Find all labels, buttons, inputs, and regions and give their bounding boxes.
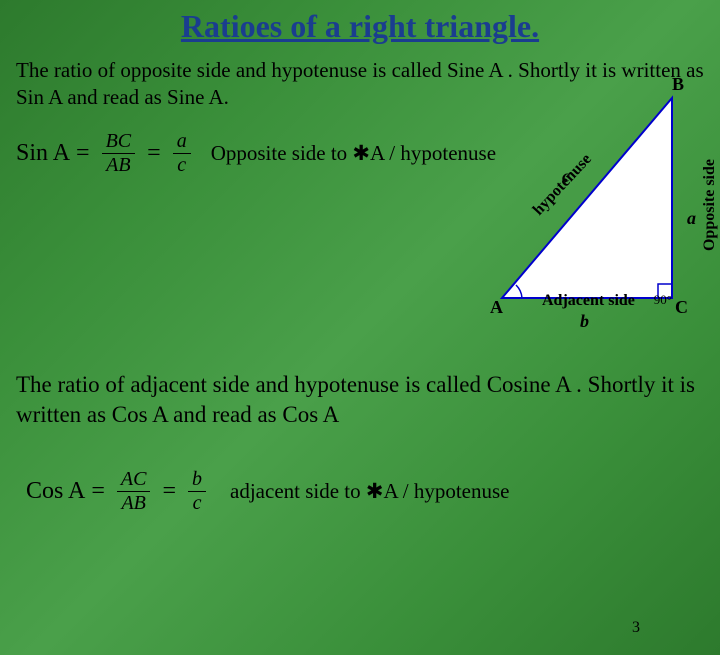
adjacent-side-label: Adjacent side bbox=[542, 292, 635, 310]
equals: = bbox=[147, 140, 161, 167]
cosine-frac2: b c bbox=[188, 468, 206, 515]
sine-formula-label: Opposite side to ✱A / hypotenuse bbox=[211, 141, 496, 166]
frac-num: a bbox=[173, 130, 191, 154]
cosine-formula-row: Cos A = AC AB = b c adjacent side to ✱A … bbox=[16, 468, 704, 515]
frac-den: c bbox=[173, 154, 190, 177]
frac-num: BC bbox=[102, 130, 136, 154]
frac-den: c bbox=[189, 492, 206, 515]
page-title: Ratioes of a right triangle. bbox=[0, 0, 720, 45]
page-number: 3 bbox=[632, 619, 640, 637]
sine-frac2: a c bbox=[173, 130, 191, 177]
angle-90: 90° bbox=[654, 292, 672, 308]
equals: = bbox=[91, 478, 105, 505]
frac-den: AB bbox=[102, 154, 134, 177]
sine-frac1: BC AB bbox=[102, 130, 136, 177]
triangle-svg bbox=[482, 78, 702, 328]
cosine-intro-text: The ratio of adjacent side and hypotenus… bbox=[16, 370, 704, 430]
frac-num: b bbox=[188, 468, 206, 492]
equals: = bbox=[162, 478, 176, 505]
sine-lhs: Sin A bbox=[16, 140, 70, 167]
frac-num: AC bbox=[117, 468, 151, 492]
triangle-diagram: B A C c a b 90° Opposite side hypotenuse… bbox=[482, 78, 702, 328]
frac-den: AB bbox=[117, 492, 149, 515]
vertex-b: B bbox=[672, 74, 684, 95]
sine-formula: Sin A = BC AB = a c bbox=[16, 130, 197, 177]
vertex-c: C bbox=[675, 297, 688, 318]
cosine-frac1: AC AB bbox=[117, 468, 151, 515]
vertex-a: A bbox=[490, 297, 503, 318]
opposite-side-label: Opposite side bbox=[701, 159, 719, 251]
side-a: a bbox=[687, 208, 696, 229]
cosine-formula: Cos A = AC AB = b c bbox=[26, 468, 212, 515]
cosine-section: The ratio of adjacent side and hypotenus… bbox=[0, 370, 720, 515]
equals: = bbox=[76, 140, 90, 167]
cosine-lhs: Cos A bbox=[26, 478, 85, 505]
side-b: b bbox=[580, 311, 589, 332]
cosine-formula-label: adjacent side to ✱A / hypotenuse bbox=[230, 479, 509, 504]
